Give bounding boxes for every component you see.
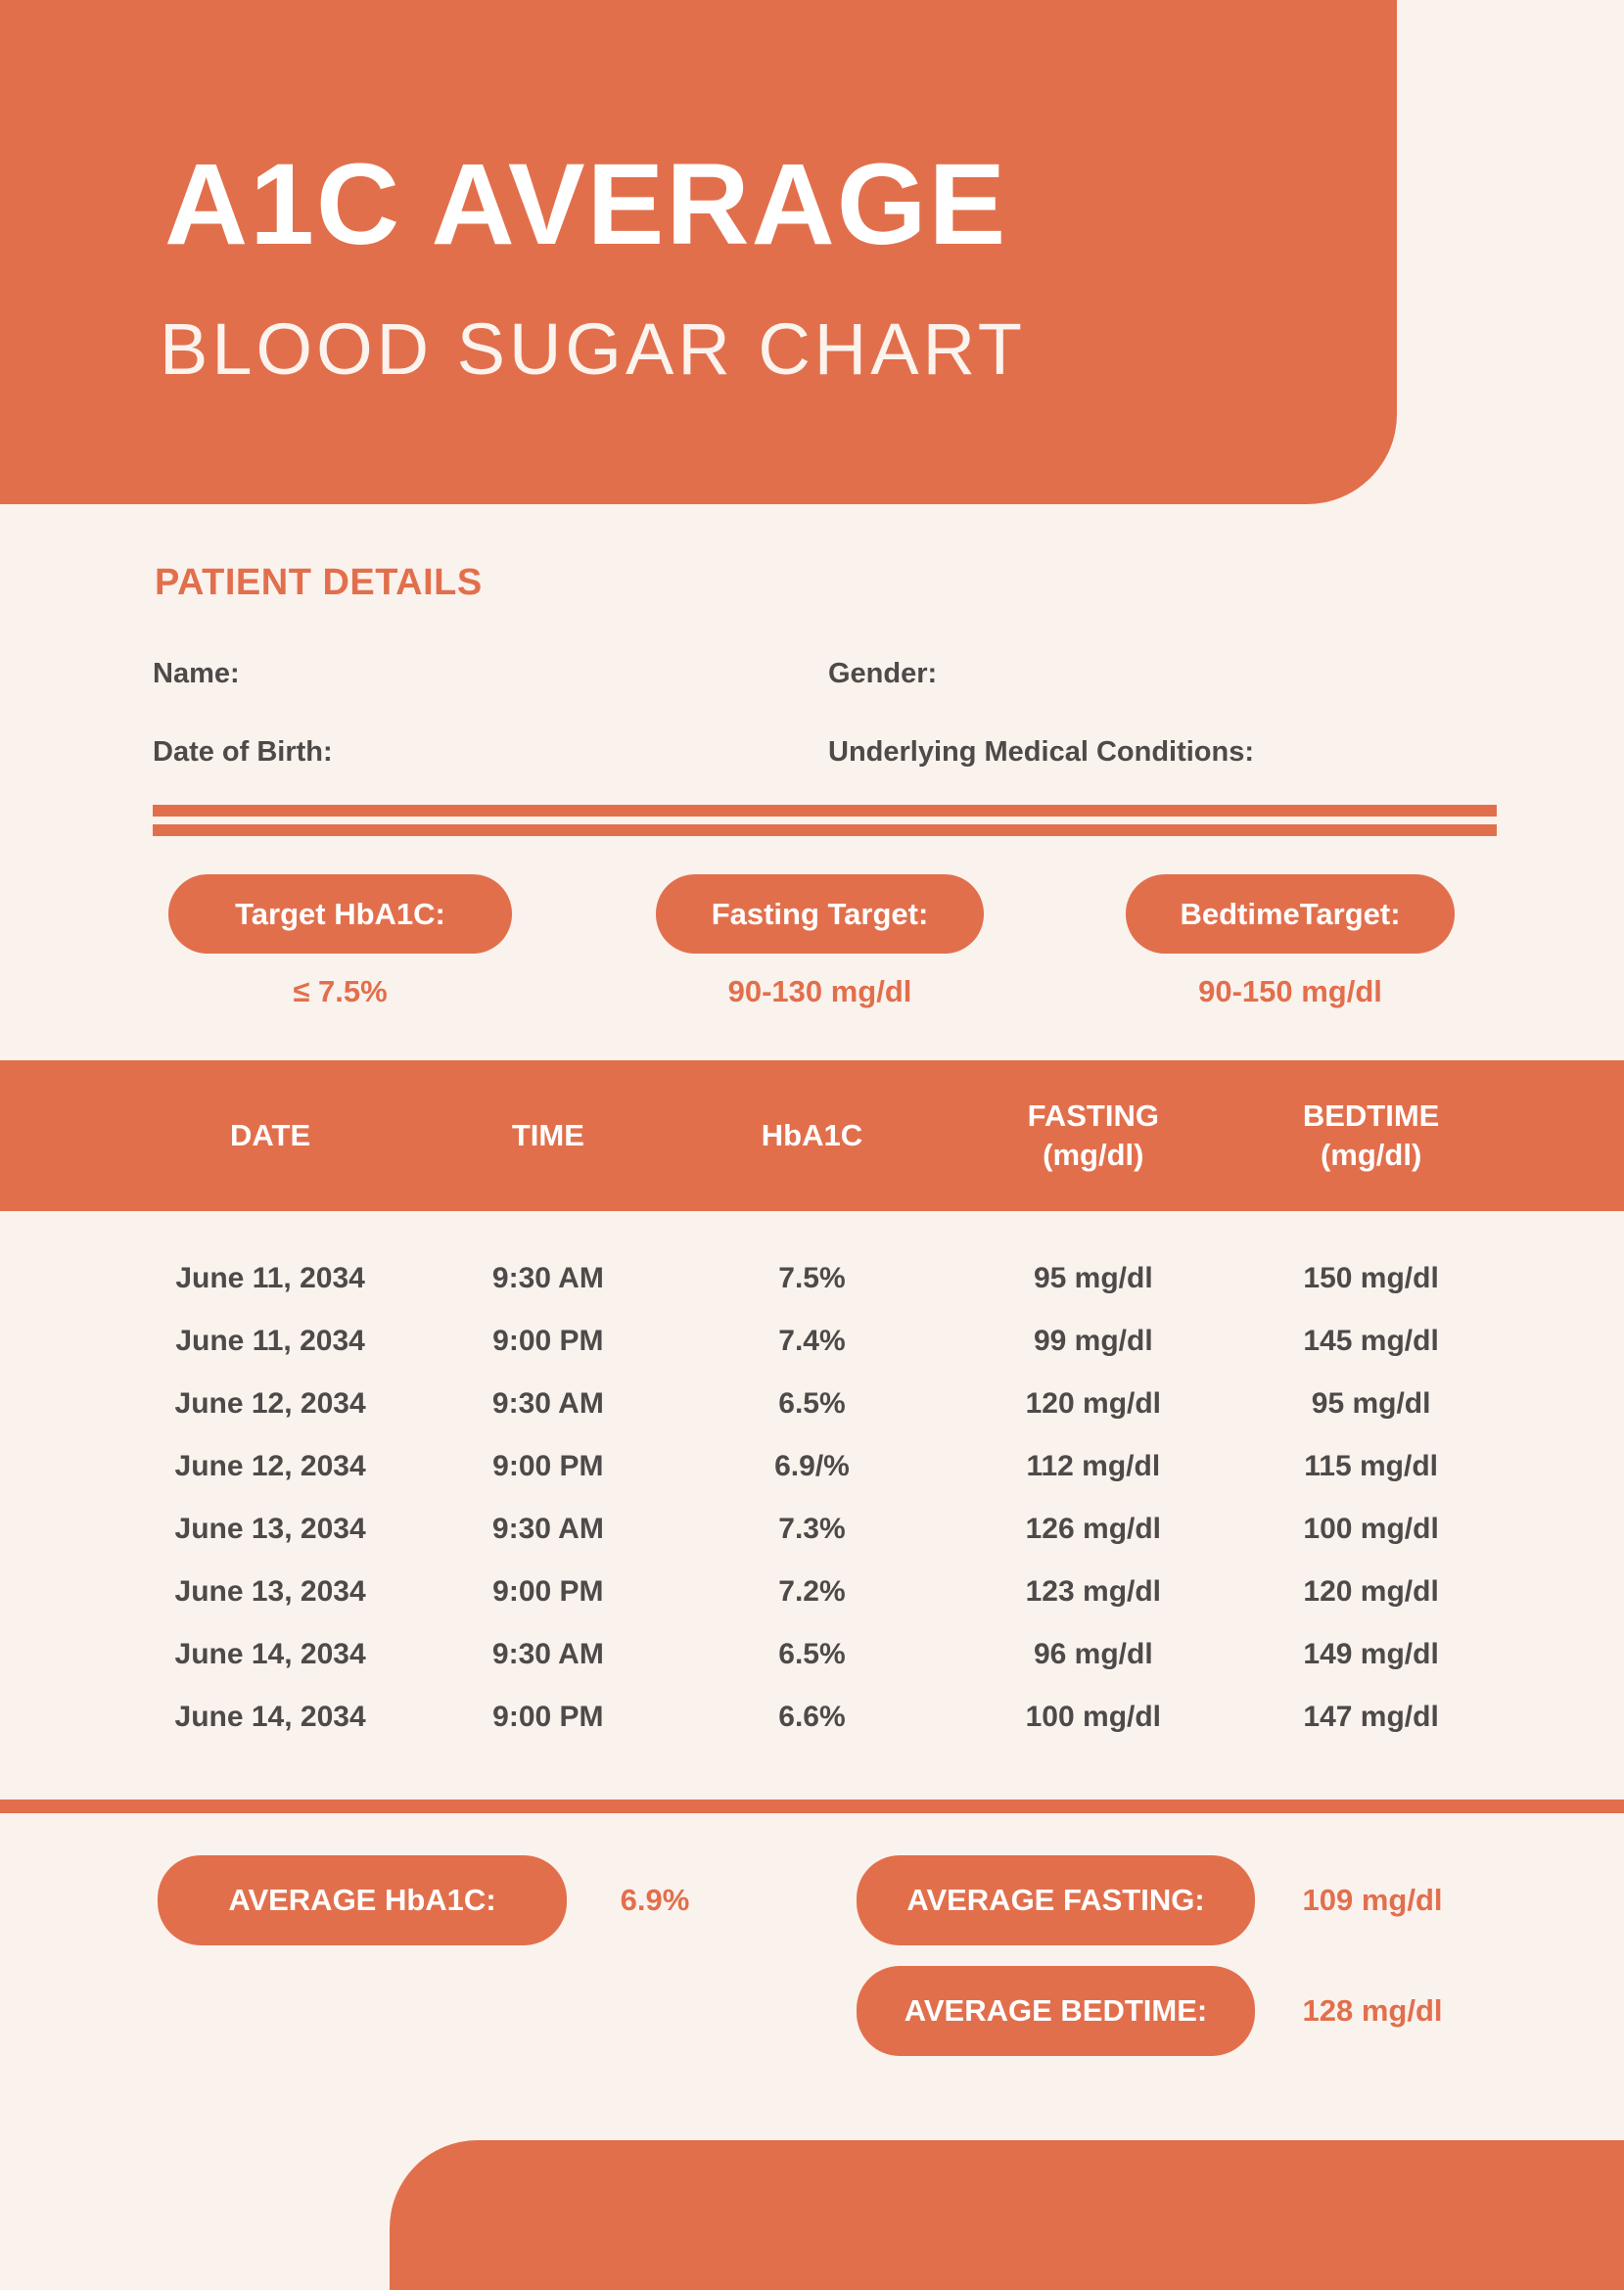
- target-hba1c-value: ≤ 7.5%: [293, 974, 388, 1008]
- name-label: Name:: [153, 658, 240, 689]
- table-row: June 11, 2034 9:30 AM 7.5% 95 mg/dl 150 …: [117, 1247, 1507, 1310]
- column-header-hba1c: HbA1C: [673, 1116, 951, 1155]
- table-row: June 11, 2034 9:00 PM 7.4% 99 mg/dl 145 …: [117, 1310, 1507, 1373]
- cell-date: June 13, 2034: [174, 1575, 366, 1608]
- cell-bedtime: 95 mg/dl: [1311, 1387, 1431, 1420]
- cell-hba1c: 6.6%: [778, 1701, 846, 1733]
- table-row: June 12, 2034 9:30 AM 6.5% 120 mg/dl 95 …: [117, 1373, 1507, 1435]
- column-header-time: TIME: [423, 1116, 673, 1155]
- column-header-bedtime: BEDTIME (mg/dl): [1235, 1097, 1507, 1176]
- cell-fasting: 120 mg/dl: [1025, 1387, 1162, 1420]
- cell-time: 9:00 PM: [492, 1450, 604, 1482]
- cell-time: 9:00 PM: [492, 1701, 604, 1733]
- cell-date: June 14, 2034: [174, 1701, 366, 1733]
- bedtime-target-pill: BedtimeTarget:: [1126, 874, 1455, 954]
- cell-hba1c: 7.3%: [778, 1513, 846, 1545]
- bedtime-target-label: BedtimeTarget:: [1180, 896, 1401, 931]
- column-header-fasting: FASTING (mg/dl): [951, 1097, 1235, 1176]
- dob-label: Date of Birth:: [153, 736, 333, 768]
- cell-bedtime: 115 mg/dl: [1304, 1450, 1438, 1482]
- patient-details-heading: PATIENT DETAILS: [155, 562, 483, 603]
- cell-date: June 14, 2034: [174, 1638, 366, 1670]
- cell-time: 9:30 AM: [491, 1387, 604, 1420]
- cell-bedtime: 150 mg/dl: [1303, 1262, 1439, 1294]
- page-subtitle: BLOOD SUGAR CHART: [160, 308, 1026, 390]
- cell-bedtime: 149 mg/dl: [1303, 1638, 1439, 1670]
- cell-fasting: 96 mg/dl: [1033, 1638, 1153, 1670]
- cell-fasting: 100 mg/dl: [1025, 1701, 1162, 1733]
- fasting-target-pill: Fasting Target:: [656, 874, 984, 954]
- cell-date: June 13, 2034: [174, 1513, 366, 1545]
- cell-bedtime: 100 mg/dl: [1303, 1513, 1439, 1545]
- footer-banner: [390, 2140, 1624, 2290]
- table-row: June 14, 2034 9:00 PM 6.6% 100 mg/dl 147…: [117, 1686, 1507, 1749]
- target-hba1c-label: Target HbA1C:: [235, 896, 445, 931]
- table-header-row: DATE TIME HbA1C FASTING (mg/dl) BEDTIME …: [0, 1060, 1624, 1211]
- cell-hba1c: 7.4%: [778, 1325, 846, 1357]
- cell-hba1c: 6.5%: [778, 1638, 846, 1670]
- page-title: A1C AVERAGE: [164, 140, 1008, 269]
- cell-bedtime: 147 mg/dl: [1303, 1701, 1439, 1733]
- cell-time: 9:30 AM: [491, 1638, 604, 1670]
- cell-hba1c: 7.2%: [778, 1575, 846, 1608]
- cell-bedtime: 120 mg/dl: [1303, 1575, 1439, 1608]
- cell-time: 9:30 AM: [491, 1513, 604, 1545]
- cell-fasting: 99 mg/dl: [1033, 1325, 1153, 1357]
- divider-line-bottom: [153, 824, 1497, 836]
- cell-bedtime: 145 mg/dl: [1303, 1325, 1439, 1357]
- cell-date: June 12, 2034: [174, 1450, 366, 1482]
- cell-time: 9:30 AM: [491, 1262, 604, 1294]
- average-fasting-label: AVERAGE FASTING:: [906, 1883, 1205, 1917]
- fasting-target-label: Fasting Target:: [711, 896, 929, 931]
- cell-date: June 11, 2034: [175, 1325, 365, 1357]
- average-fasting-value: 109 mg/dl: [1302, 1883, 1443, 1917]
- cell-hba1c: 6.9/%: [774, 1450, 850, 1482]
- column-header-hba1c-line1: HbA1C: [761, 1117, 863, 1152]
- column-header-bedtime-line2: (mg/dl): [1320, 1138, 1422, 1172]
- table-row: June 12, 2034 9:00 PM 6.9/% 112 mg/dl 11…: [117, 1435, 1507, 1498]
- average-hba1c-value: 6.9%: [620, 1883, 690, 1917]
- cell-fasting: 126 mg/dl: [1025, 1513, 1162, 1545]
- column-header-fasting-line2: (mg/dl): [1043, 1138, 1144, 1172]
- bedtime-target-value: 90-150 mg/dl: [1198, 974, 1382, 1008]
- column-header-fasting-line1: FASTING: [1027, 1098, 1159, 1133]
- target-hba1c-pill: Target HbA1C:: [168, 874, 512, 954]
- average-bedtime-value: 128 mg/dl: [1302, 1993, 1443, 2028]
- cell-fasting: 95 mg/dl: [1033, 1262, 1153, 1294]
- table-row: June 14, 2034 9:30 AM 6.5% 96 mg/dl 149 …: [117, 1623, 1507, 1686]
- table-row: June 13, 2034 9:00 PM 7.2% 123 mg/dl 120…: [117, 1561, 1507, 1623]
- table-row: June 13, 2034 9:30 AM 7.3% 126 mg/dl 100…: [117, 1498, 1507, 1561]
- conditions-label: Underlying Medical Conditions:: [828, 736, 1255, 768]
- cell-fasting: 123 mg/dl: [1025, 1575, 1162, 1608]
- cell-date: June 11, 2034: [175, 1262, 365, 1294]
- average-hba1c-pill: AVERAGE HbA1C:: [158, 1855, 567, 1945]
- gender-label: Gender:: [828, 658, 938, 689]
- cell-time: 9:00 PM: [492, 1575, 604, 1608]
- average-bedtime-label: AVERAGE BEDTIME:: [904, 1993, 1208, 2028]
- column-header-time-line1: TIME: [511, 1117, 584, 1152]
- cell-time: 9:00 PM: [492, 1325, 604, 1357]
- average-hba1c-label: AVERAGE HbA1C:: [228, 1883, 496, 1917]
- cell-hba1c: 6.5%: [778, 1387, 846, 1420]
- header-banner: A1C AVERAGE BLOOD SUGAR CHART: [0, 0, 1397, 504]
- average-fasting-pill: AVERAGE FASTING:: [857, 1855, 1255, 1945]
- cell-hba1c: 7.5%: [778, 1262, 846, 1294]
- column-header-date-line1: DATE: [230, 1117, 311, 1152]
- column-header-date: DATE: [117, 1116, 423, 1155]
- fasting-target-value: 90-130 mg/dl: [727, 974, 912, 1008]
- cell-date: June 12, 2034: [174, 1387, 366, 1420]
- table-body: June 11, 2034 9:30 AM 7.5% 95 mg/dl 150 …: [0, 1247, 1624, 1749]
- divider-line-top: [153, 805, 1497, 817]
- average-bedtime-pill: AVERAGE BEDTIME:: [857, 1966, 1255, 2056]
- cell-fasting: 112 mg/dl: [1026, 1450, 1161, 1482]
- section-separator-band: [0, 1799, 1624, 1813]
- column-header-bedtime-line1: BEDTIME: [1302, 1098, 1440, 1133]
